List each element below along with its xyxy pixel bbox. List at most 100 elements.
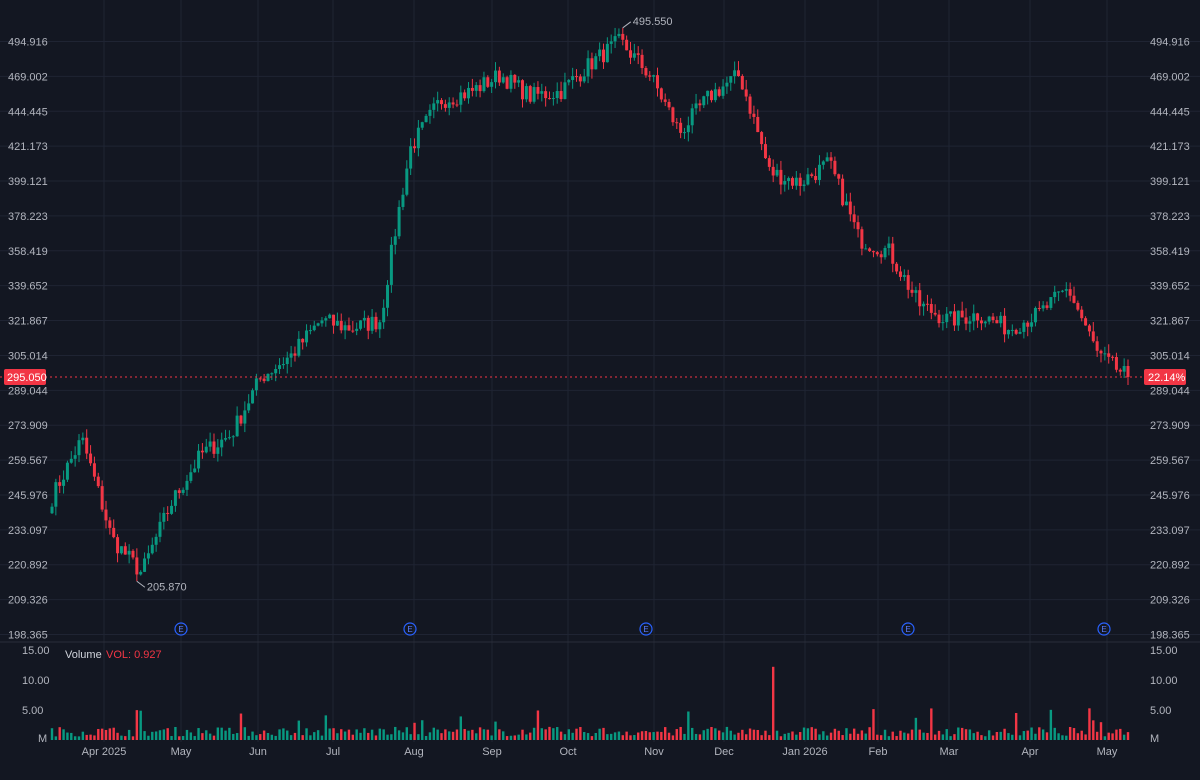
- candle[interactable]: [628, 41, 632, 65]
- candle[interactable]: [798, 173, 802, 196]
- candle[interactable]: [794, 170, 798, 190]
- candle[interactable]: [979, 316, 983, 331]
- candle[interactable]: [73, 446, 77, 467]
- candle[interactable]: [559, 81, 563, 102]
- candle[interactable]: [1057, 291, 1061, 302]
- candle[interactable]: [879, 250, 883, 264]
- candle[interactable]: [837, 173, 841, 185]
- candle[interactable]: [571, 67, 575, 89]
- candle[interactable]: [551, 92, 555, 106]
- candle[interactable]: [594, 53, 598, 70]
- candle[interactable]: [1084, 316, 1088, 326]
- candle[interactable]: [883, 245, 887, 260]
- candle[interactable]: [740, 74, 744, 90]
- candle[interactable]: [1111, 355, 1115, 361]
- candle[interactable]: [895, 261, 899, 275]
- candle[interactable]: [505, 75, 509, 90]
- candle[interactable]: [991, 313, 995, 324]
- candle[interactable]: [305, 324, 309, 347]
- candle[interactable]: [652, 74, 656, 83]
- candle[interactable]: [467, 82, 471, 104]
- candle[interactable]: [632, 43, 636, 61]
- candle[interactable]: [976, 312, 980, 328]
- candle[interactable]: [621, 27, 625, 46]
- candle[interactable]: [810, 172, 814, 178]
- candle[interactable]: [1003, 308, 1007, 343]
- candle[interactable]: [509, 70, 513, 93]
- candle[interactable]: [251, 388, 255, 404]
- candle[interactable]: [706, 90, 710, 105]
- candle[interactable]: [216, 439, 220, 462]
- candle[interactable]: [158, 512, 162, 543]
- candle[interactable]: [227, 430, 231, 440]
- candle[interactable]: [494, 62, 498, 89]
- candle[interactable]: [143, 552, 147, 573]
- candle[interactable]: [81, 432, 85, 445]
- candle[interactable]: [544, 86, 548, 107]
- candle[interactable]: [463, 89, 467, 101]
- candle[interactable]: [767, 155, 771, 171]
- candle[interactable]: [420, 121, 424, 130]
- candle[interactable]: [293, 346, 297, 362]
- candle[interactable]: [898, 266, 902, 281]
- candle[interactable]: [397, 200, 401, 240]
- candle[interactable]: [960, 301, 964, 318]
- candle[interactable]: [887, 236, 891, 256]
- candle[interactable]: [860, 226, 864, 256]
- candle[interactable]: [775, 163, 779, 178]
- candle[interactable]: [139, 570, 143, 576]
- candle[interactable]: [690, 103, 694, 134]
- candle[interactable]: [613, 27, 617, 49]
- candle[interactable]: [1041, 301, 1045, 312]
- candle[interactable]: [289, 345, 293, 368]
- candle[interactable]: [401, 187, 405, 211]
- candle[interactable]: [1099, 349, 1103, 363]
- candle[interactable]: [335, 312, 339, 326]
- candle[interactable]: [702, 95, 706, 109]
- candle[interactable]: [443, 99, 447, 112]
- candle[interactable]: [582, 68, 586, 84]
- candle[interactable]: [821, 160, 825, 170]
- candle[interactable]: [713, 82, 717, 103]
- candle[interactable]: [478, 79, 482, 98]
- candle[interactable]: [1080, 306, 1084, 322]
- candle[interactable]: [1122, 358, 1126, 378]
- earnings-marker[interactable]: E: [1097, 622, 1111, 636]
- candle[interactable]: [274, 364, 278, 382]
- candle[interactable]: [370, 308, 374, 334]
- candle[interactable]: [316, 322, 320, 327]
- candle[interactable]: [1006, 329, 1010, 339]
- candle[interactable]: [393, 228, 397, 255]
- candle[interactable]: [1026, 320, 1030, 337]
- candle[interactable]: [875, 251, 879, 257]
- candle[interactable]: [486, 75, 490, 88]
- candle[interactable]: [659, 87, 663, 103]
- candle[interactable]: [1053, 285, 1057, 304]
- candle[interactable]: [281, 357, 285, 369]
- earnings-marker[interactable]: E: [403, 622, 417, 636]
- candle[interactable]: [814, 167, 818, 184]
- candle[interactable]: [1126, 359, 1130, 385]
- candle[interactable]: [1014, 328, 1018, 335]
- candle[interactable]: [497, 66, 501, 86]
- candle[interactable]: [131, 549, 135, 560]
- candle[interactable]: [428, 104, 432, 124]
- candle[interactable]: [119, 546, 123, 555]
- candle[interactable]: [972, 304, 976, 331]
- candle[interactable]: [748, 93, 752, 119]
- candle[interactable]: [1076, 300, 1080, 312]
- candle[interactable]: [266, 373, 270, 382]
- earnings-marker[interactable]: E: [639, 622, 653, 636]
- candle[interactable]: [605, 37, 609, 63]
- candle[interactable]: [436, 91, 440, 112]
- candle[interactable]: [65, 460, 69, 482]
- candle[interactable]: [312, 320, 316, 332]
- candle[interactable]: [1060, 289, 1064, 293]
- candle[interactable]: [922, 301, 926, 316]
- candle[interactable]: [123, 542, 127, 555]
- candle[interactable]: [58, 475, 62, 494]
- candle[interactable]: [625, 35, 629, 51]
- candle[interactable]: [1033, 306, 1037, 327]
- candle[interactable]: [686, 116, 690, 142]
- candle[interactable]: [949, 311, 953, 317]
